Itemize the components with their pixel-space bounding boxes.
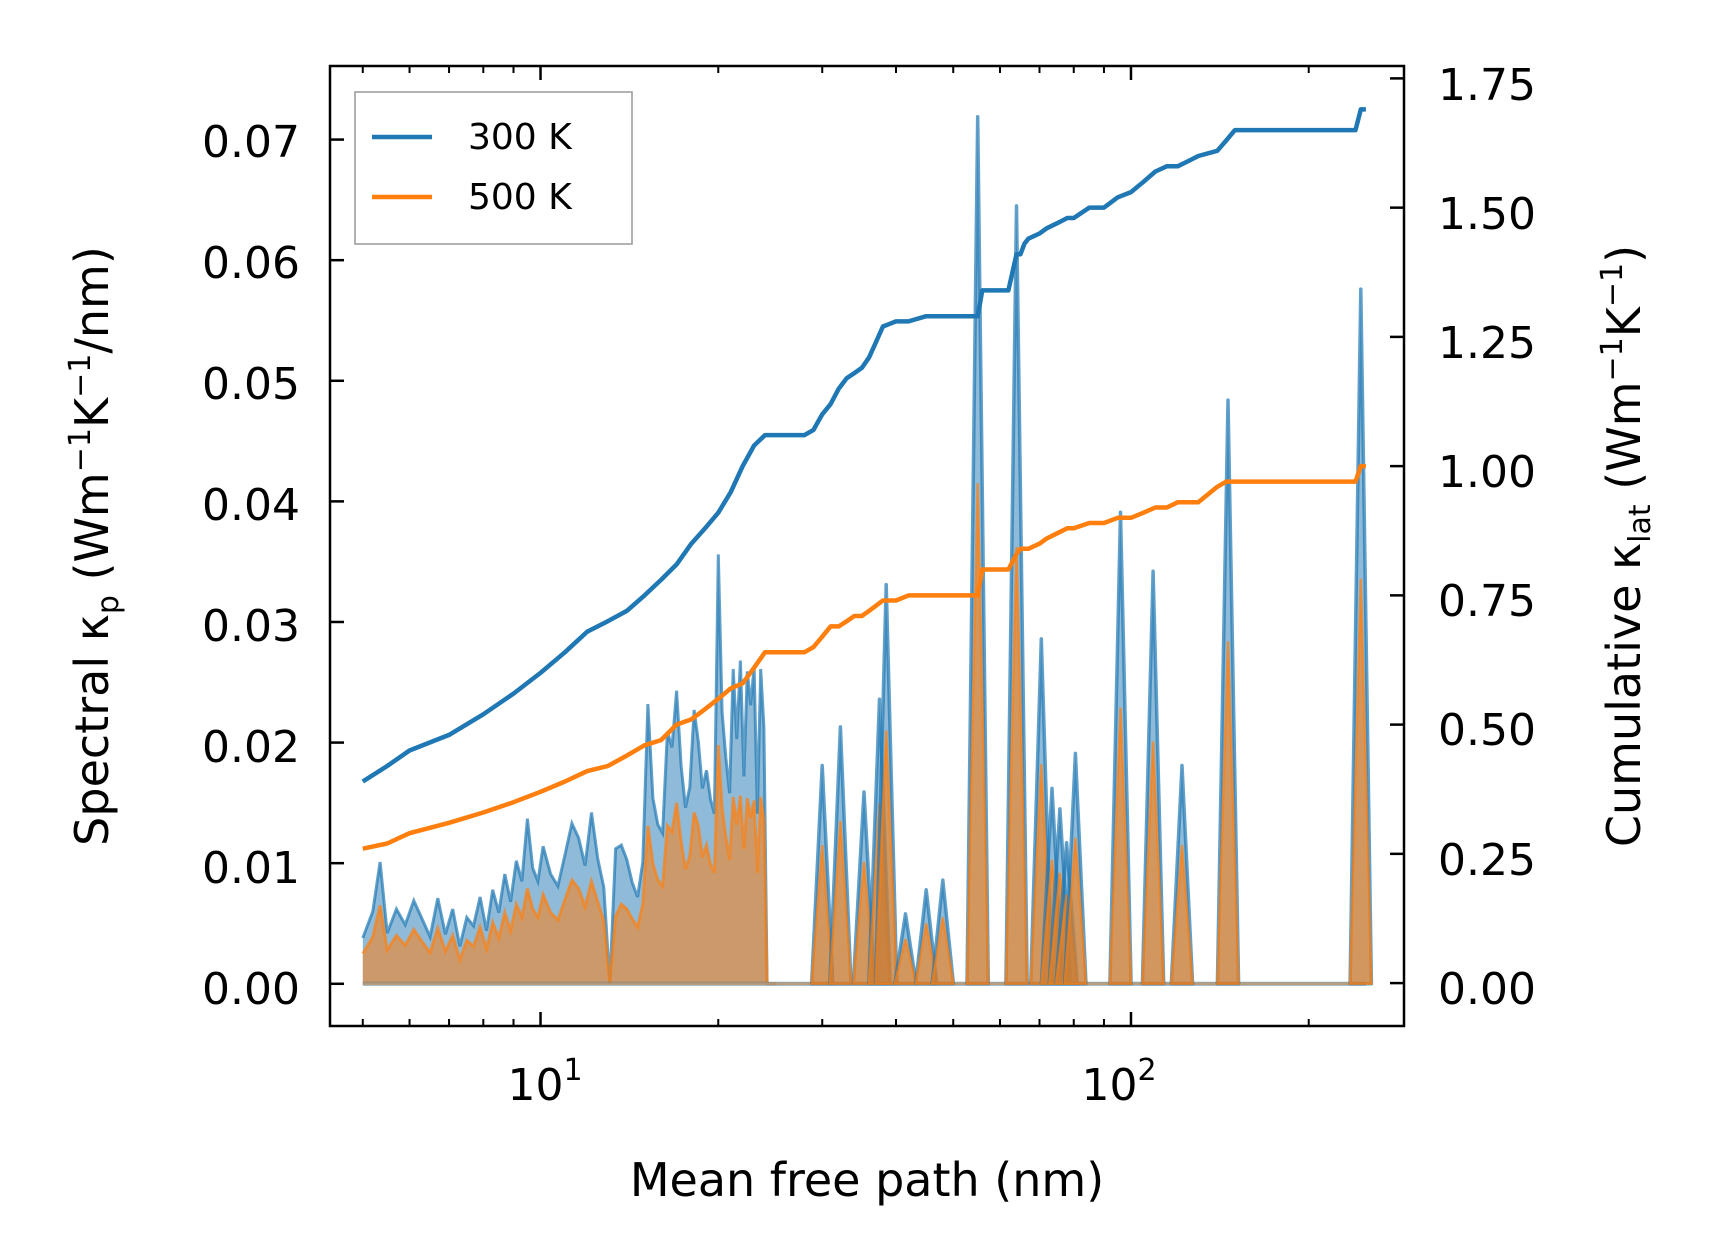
x-axis-label: Mean free path (nm): [630, 1153, 1104, 1207]
y-right-tick-label: 0.00: [1438, 964, 1536, 1015]
spectral-peak-500k: [1216, 641, 1240, 986]
x-tick-label-10: 101: [507, 1053, 582, 1111]
spectral-peak-500k: [1004, 547, 1029, 986]
y-left-tick-label: 0.03: [202, 601, 300, 652]
y-left-tick-label: 0.07: [202, 117, 300, 168]
spectral-peak-500k: [874, 730, 899, 986]
y-right-tick-label: 1.00: [1438, 447, 1536, 498]
y-left-tick-label: 0.05: [202, 359, 300, 410]
cumulative-layer: [361, 107, 1366, 851]
y-right-tick-label: 1.25: [1438, 318, 1536, 369]
y-right-tick-label: 0.50: [1438, 705, 1536, 756]
y-right-tick-label: 0.75: [1438, 576, 1536, 627]
spectral-peak-500k: [965, 483, 990, 986]
legend-label-300k: 300 K: [468, 117, 573, 158]
spectral-peak-500k: [810, 845, 835, 986]
x-tick-label-100: 102: [1081, 1053, 1156, 1111]
cumulative-line-300k: [361, 107, 1366, 784]
spectral-peak-500k: [828, 820, 853, 986]
plot-frame: [328, 64, 1406, 1028]
spectral-layer: [361, 114, 1374, 986]
spectral-peak-500k: [893, 938, 918, 986]
spectral-peak-500k: [1063, 837, 1088, 986]
y-right-tick-label: 0.25: [1438, 835, 1536, 886]
legend: 300 K 500 K: [354, 91, 633, 245]
spectral-line-500k: [361, 744, 777, 986]
spectral-peak-500k: [1108, 707, 1133, 986]
spectral-peak-500k: [1141, 741, 1166, 986]
ticks-layer: [330, 66, 1404, 1026]
y-left-tick-label: 0.06: [202, 238, 300, 289]
y-left-tick-label: 0.01: [202, 843, 300, 894]
spectral-peak-500k: [1348, 578, 1373, 986]
y-right-tick-label: 1.75: [1438, 60, 1536, 111]
y-left-tick-label: 0.04: [202, 480, 300, 531]
y-right-tick-label: 1.50: [1438, 189, 1536, 240]
spectral-peak-500k: [1169, 845, 1194, 986]
cumulative-line-500k: [362, 463, 1366, 851]
y-left-tick-label: 0.00: [202, 964, 300, 1015]
spectral-peak-500k: [914, 923, 939, 986]
spectral-peak-500k: [930, 917, 955, 986]
spectral-line-300k: [361, 554, 777, 986]
y-right-axis-label: Cumulative κlat (Wm−1K−1): [1595, 245, 1658, 847]
y-left-axis-label: Spectral κp (Wm−1K−1/nm): [63, 246, 126, 846]
y-left-tick-label: 0.02: [202, 722, 300, 773]
spectral-area-500k: [362, 745, 777, 984]
legend-box: [354, 91, 633, 245]
legend-label-500k: 500 K: [468, 177, 573, 218]
